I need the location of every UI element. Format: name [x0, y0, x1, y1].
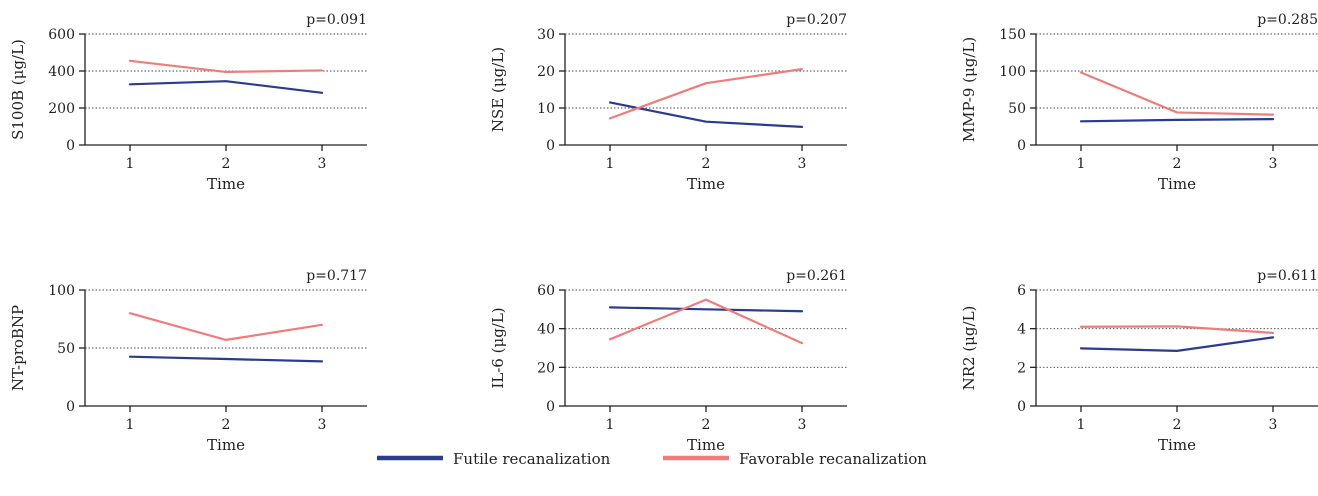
x-axis-label: Time	[207, 175, 245, 193]
series-line-favorable	[128, 59, 324, 74]
y-tick-label: 10	[537, 101, 555, 117]
y-tick-label: 40	[537, 322, 555, 338]
chart-panel-s100b: 0 200 400 600 1 2 3 Time S100B (μg/L) p=0.091	[9, 12, 367, 193]
x-axis-label: Time	[687, 436, 725, 454]
x-axis-label: Time	[1158, 436, 1196, 454]
y-tick-label: 0	[66, 399, 75, 415]
x-axis-label: Time	[687, 175, 725, 193]
x-tick-label: 3	[798, 417, 807, 433]
p-value-label: p=0.285	[1257, 12, 1318, 28]
y-tick-label: 50	[57, 341, 75, 357]
x-axis-label: Time	[207, 436, 245, 454]
p-value-label: p=0.261	[786, 268, 847, 284]
x-tick-label: 3	[1269, 156, 1278, 172]
y-tick-label: 0	[546, 399, 555, 415]
series-line-favorable	[1079, 325, 1275, 335]
x-tick-label: 2	[702, 417, 711, 433]
legend: Futile recanalization Favorable recanali…	[377, 450, 927, 468]
y-tick-label: 150	[999, 27, 1026, 43]
y-tick-label: 20	[537, 64, 555, 80]
legend-label-favorable: Favorable recanalization	[739, 450, 927, 468]
chart-panel-il-6: 0 20 40 60 1 2 3 Time IL-6 (μg/L) p=0.261	[489, 268, 847, 454]
series-line-futile	[608, 101, 804, 128]
series-line-favorable	[608, 68, 804, 120]
series-line-favorable	[128, 312, 324, 341]
y-axis-label: IL-6 (μg/L)	[489, 307, 507, 388]
y-tick-label: 0	[66, 138, 75, 154]
y-tick-label: 100	[999, 64, 1026, 80]
x-tick-label: 2	[222, 417, 231, 433]
y-tick-label: 2	[1017, 360, 1026, 376]
y-tick-label: 30	[537, 27, 555, 43]
chart-panel-mmp-9: 0 50 100 150 1 2 3 Time MMP-9 (μg/L) p=0.285	[960, 12, 1318, 193]
series-line-futile	[128, 355, 324, 363]
y-tick-label: 0	[1017, 138, 1026, 154]
x-tick-label: 3	[798, 156, 807, 172]
y-axis-label: NSE (μg/L)	[489, 47, 507, 132]
series-line-favorable	[1079, 71, 1275, 116]
x-tick-label: 2	[1173, 156, 1182, 172]
y-tick-label: 4	[1017, 322, 1026, 338]
chart-panel-nr2: 0 2 4 6 1 2 3 Time NR2 (μg/L) p=0.611	[960, 268, 1318, 454]
y-tick-label: 50	[1008, 101, 1026, 117]
series-line-futile	[128, 80, 324, 94]
x-tick-label: 1	[126, 417, 135, 433]
y-tick-label: 600	[48, 27, 75, 43]
chart-panel-nt-probnp: 0 50 100 1 2 3 Time NT-proBNP p=0.717	[9, 268, 367, 454]
x-tick-label: 1	[606, 156, 615, 172]
x-tick-label: 1	[126, 156, 135, 172]
x-tick-label: 3	[318, 156, 327, 172]
x-tick-label: 3	[1269, 417, 1278, 433]
x-tick-label: 1	[1077, 156, 1086, 172]
x-tick-label: 1	[606, 417, 615, 433]
y-tick-label: 20	[537, 360, 555, 376]
p-value-label: p=0.717	[306, 268, 367, 284]
x-axis-label: Time	[1158, 175, 1196, 193]
p-value-label: p=0.207	[786, 12, 847, 28]
series-line-futile	[608, 306, 804, 313]
y-tick-label: 200	[48, 101, 75, 117]
y-axis-label: S100B (μg/L)	[9, 39, 27, 140]
x-tick-label: 2	[702, 156, 711, 172]
y-tick-label: 6	[1017, 283, 1026, 299]
legend-label-futile: Futile recanalization	[453, 450, 611, 468]
y-axis-label: MMP-9 (μg/L)	[960, 37, 978, 142]
series-line-futile	[1079, 117, 1275, 123]
y-tick-label: 60	[537, 283, 555, 299]
y-tick-label: 0	[546, 138, 555, 154]
y-tick-label: 400	[48, 64, 75, 80]
x-tick-label: 2	[222, 156, 231, 172]
y-tick-label: 0	[1017, 399, 1026, 415]
series-line-favorable	[608, 298, 804, 345]
y-axis-label: NR2 (μg/L)	[960, 306, 978, 391]
x-tick-label: 3	[318, 417, 327, 433]
y-tick-label: 100	[48, 283, 75, 299]
series-line-futile	[1079, 336, 1275, 352]
x-tick-label: 2	[1173, 417, 1182, 433]
p-value-label: p=0.611	[1257, 268, 1318, 284]
x-tick-label: 1	[1077, 417, 1086, 433]
p-value-label: p=0.091	[306, 12, 367, 28]
y-axis-label: NT-proBNP	[9, 305, 27, 391]
chart-panel-nse: 0 10 20 30 1 2 3 Time NSE (μg/L) p=0.207	[489, 12, 847, 193]
